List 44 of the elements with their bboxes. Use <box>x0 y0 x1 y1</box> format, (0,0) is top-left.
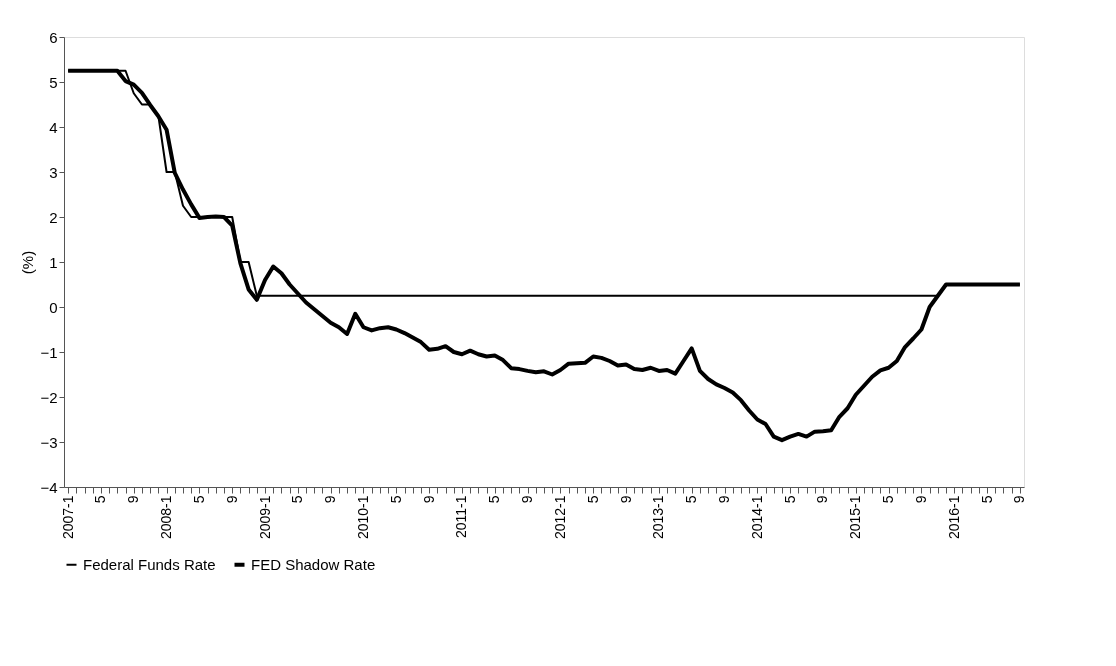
x-tick-label: 5 <box>880 495 897 504</box>
x-tick-label: 5 <box>486 495 503 504</box>
x-tick-label: 9 <box>716 495 733 504</box>
y-tick-label: 4 <box>49 118 58 136</box>
y-tick-label: −4 <box>40 478 58 496</box>
y-tick-label: 6 <box>49 28 58 46</box>
y-tick-label: −2 <box>40 388 58 406</box>
x-tick-label: 9 <box>1011 495 1028 504</box>
x-tick-label: 5 <box>584 495 601 504</box>
x-tick-label: 2007-1 <box>59 495 76 540</box>
x-tick-label: 9 <box>617 495 634 504</box>
x-tick-label: 5 <box>683 495 700 504</box>
legend-label: FED Shadow Rate <box>251 555 376 573</box>
x-tick-label: 9 <box>420 495 437 504</box>
x-tick-label: 9 <box>322 495 339 504</box>
y-tick-label: 0 <box>49 298 58 316</box>
x-tick-label: 5 <box>978 495 995 504</box>
x-tick-label: 9 <box>125 495 142 504</box>
x-tick-label: 2013-1 <box>650 495 667 540</box>
x-tick-label: 2009-1 <box>256 495 273 540</box>
x-tick-label: 5 <box>190 495 207 504</box>
y-tick-label: 5 <box>49 73 58 91</box>
x-tick-label: 2016-1 <box>945 495 962 540</box>
x-tick-label: 9 <box>912 495 929 504</box>
x-tick-label: 5 <box>781 495 798 504</box>
y-axis-title: (%) <box>19 250 37 275</box>
x-tick-label: 9 <box>519 495 536 504</box>
y-tick-label: −1 <box>40 343 58 361</box>
y-tick-label: −3 <box>40 433 58 451</box>
x-tick-label: 2012-1 <box>551 495 568 540</box>
x-tick-label: 2015-1 <box>847 495 864 540</box>
x-tick-label: 2014-1 <box>748 495 765 540</box>
y-tick-label: 2 <box>49 208 58 226</box>
y-tick-label: 3 <box>49 163 58 181</box>
legend-label: Federal Funds Rate <box>83 555 216 573</box>
y-tick-label: 1 <box>49 253 58 271</box>
x-tick-label: 2008-1 <box>158 495 175 540</box>
x-tick-label: 9 <box>223 495 240 504</box>
x-tick-label: 2011-1 <box>453 495 470 539</box>
x-tick-label: 5 <box>289 495 306 504</box>
x-tick-label: 5 <box>387 495 404 504</box>
x-tick-label: 9 <box>814 495 831 504</box>
x-tick-label: 5 <box>92 495 109 504</box>
x-tick-label: 2010-1 <box>354 495 371 540</box>
